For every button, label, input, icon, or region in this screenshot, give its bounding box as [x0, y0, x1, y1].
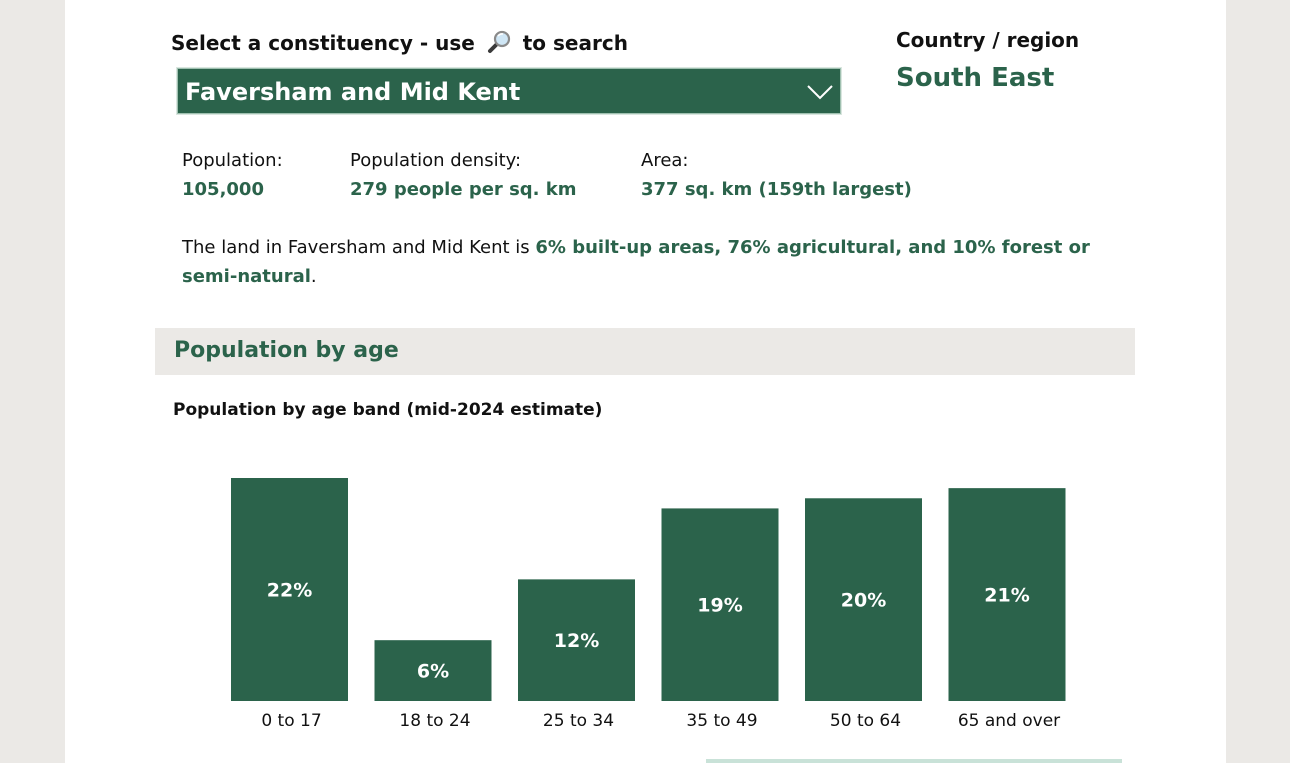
- bar-5[interactable]: [948, 488, 1066, 701]
- section-title: Population by age: [174, 338, 399, 363]
- land-use-summary: The land in Faversham and Mid Kent is 6%…: [182, 233, 1122, 291]
- bar-value-label-4: 20%: [841, 590, 886, 612]
- x-tick-label-1: 18 to 24: [399, 711, 470, 731]
- x-tick-label-3: 35 to 49: [686, 711, 757, 731]
- area-label: Area:: [641, 150, 689, 171]
- x-tick-label-5: 65 and over: [958, 711, 1060, 731]
- bottom-accent-bar: [706, 759, 1122, 763]
- population-value: 105,000: [182, 179, 264, 200]
- x-tick-label-0: 0 to 17: [261, 711, 321, 731]
- bar-2[interactable]: [518, 579, 635, 701]
- chart-title: Population by age band (mid-2024 estimat…: [173, 400, 603, 420]
- select-label-suffix: to search: [522, 31, 628, 55]
- bar-value-label-3: 19%: [697, 595, 742, 617]
- land-text-prefix: The land in Faversham and Mid Kent is: [182, 237, 536, 258]
- page-content: Select a constituency - use to search Fa…: [65, 0, 1226, 763]
- population-label: Population:: [182, 150, 283, 171]
- magnifier-icon: [486, 30, 512, 54]
- age-band-chart: 22% 0 to 17 6% 18 to 24 12% 25 to 34 19% 35 to …: [231, 478, 1066, 731]
- region-value: South East: [896, 63, 1055, 93]
- density-label: Population density:: [350, 150, 522, 171]
- region-label: Country / region: [896, 28, 1080, 52]
- land-text-suffix: .: [310, 266, 317, 287]
- section-header: Population by age: [155, 328, 1135, 375]
- bar-value-label-2: 12%: [554, 630, 599, 652]
- x-tick-label-2: 25 to 34: [543, 711, 614, 731]
- bar-value-label-0: 22%: [267, 580, 312, 602]
- land-text-highlight: 6% built-up areas, 76% agricultural, and…: [182, 237, 1090, 287]
- bar-value-label-5: 21%: [984, 585, 1029, 607]
- bar-1[interactable]: [374, 640, 492, 701]
- select-label-prefix: Select a constituency - use: [171, 31, 475, 55]
- constituency-select-label: Select a constituency - use to search: [171, 30, 628, 55]
- x-tick-label-4: 50 to 64: [830, 711, 901, 731]
- area-value: 377 sq. km (159th largest): [641, 179, 912, 200]
- density-value: 279 people per sq. km: [350, 179, 577, 200]
- bar-value-label-1: 6%: [417, 661, 449, 683]
- chevron-down-icon[interactable]: [806, 79, 834, 103]
- selected-constituency: Faversham and Mid Kent: [185, 78, 521, 106]
- bar-4[interactable]: [805, 498, 922, 701]
- bar-0[interactable]: [231, 478, 348, 701]
- constituency-dropdown[interactable]: Faversham and Mid Kent: [177, 68, 841, 114]
- bar-3[interactable]: [661, 508, 779, 701]
